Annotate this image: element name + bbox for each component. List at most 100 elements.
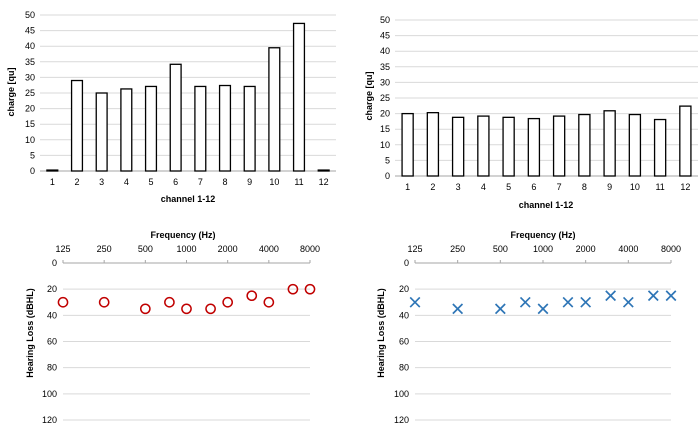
- y-tick-label: 120: [42, 415, 57, 425]
- data-point: [287, 283, 299, 295]
- data-point: [537, 303, 549, 315]
- bar-channel-7: [552, 115, 566, 177]
- x-tick-label: 4000: [618, 244, 638, 254]
- x-tick-label: 9: [607, 182, 612, 192]
- bar-channel-8: [578, 113, 591, 177]
- y-tick-label: 35: [25, 57, 35, 67]
- x-tick-label: 8000: [661, 244, 681, 254]
- x-tick-label: 6: [173, 177, 178, 187]
- data-point: [164, 296, 175, 308]
- y-tick-label: 20: [380, 109, 390, 119]
- bar-channel-8: [218, 84, 232, 172]
- y-axis-label: charge [qu]: [6, 67, 16, 116]
- y-tick-label: 25: [380, 93, 390, 103]
- data-point: [222, 296, 234, 308]
- bar-channel-1: [46, 169, 59, 172]
- bars: [401, 105, 692, 177]
- bar-channel-10: [268, 47, 281, 172]
- audiogram-left: 0 20 40 60 80 100 120 125 250 500 1000 2000 4000 8000…: [25, 230, 320, 425]
- y-axis-label: charge [qu]: [364, 71, 374, 120]
- y-gridlines: [40, 14, 336, 156]
- x-tick-label: 4000: [259, 244, 279, 254]
- data-point: [409, 296, 421, 308]
- data-points: [57, 283, 316, 315]
- data-point: [246, 290, 258, 302]
- y-gridlines: [415, 288, 671, 421]
- y-tick-label: 45: [380, 31, 390, 41]
- x-axis-label: Frequency (Hz): [150, 230, 215, 240]
- bar-channel-4: [120, 88, 133, 172]
- y-tick-label: 40: [380, 46, 390, 56]
- y-tick-label: 100: [394, 389, 409, 399]
- bar-channel-3: [451, 116, 465, 177]
- x-axis-label: Frequency (Hz): [510, 230, 575, 240]
- y-tick-label: 60: [399, 337, 409, 347]
- y-tick-label: 60: [47, 337, 57, 347]
- data-point: [605, 290, 617, 302]
- y-tick-label: 15: [25, 119, 35, 129]
- data-point: [304, 283, 316, 295]
- y-tick-label: 120: [394, 415, 409, 425]
- bar-channel-4: [477, 115, 490, 177]
- y-tick-label: 45: [25, 26, 35, 36]
- bar-channel-2: [426, 112, 440, 177]
- y-tick-label: 40: [399, 310, 409, 320]
- x-tick-label: 2000: [576, 244, 596, 254]
- y-tick-label: 20: [25, 104, 35, 114]
- y-tick-label: 0: [30, 166, 35, 176]
- y-tick-label: 5: [30, 150, 35, 160]
- x-tick-label: 4: [481, 182, 486, 192]
- y-tick-label: 40: [47, 310, 57, 320]
- bars: [46, 22, 330, 172]
- x-axis-label: channel 1-12: [161, 194, 216, 204]
- data-point: [562, 296, 574, 308]
- bar-channel-1: [401, 112, 414, 177]
- x-tick-label: 2000: [218, 244, 238, 254]
- x-tick-label: 1: [405, 182, 410, 192]
- bar-channel-5: [144, 85, 158, 172]
- y-tick-label: 80: [399, 363, 409, 373]
- audiogram-right: 0 20 40 60 80 100 120 125 250 500 1000 2000 4000 8000…: [376, 230, 681, 425]
- bar-channel-7: [194, 85, 207, 172]
- tick-labels: 0 20 40 60 80 100 120 125 250 500 1000 2000 4000 8000: [42, 244, 320, 425]
- x-tick-label: 125: [55, 244, 70, 254]
- tick-labels: 0 20 40 60 80 100 120 125 250 500 1000 2000 4000 8000: [394, 244, 681, 425]
- y-tick-label: 0: [52, 258, 57, 268]
- axes: [414, 260, 672, 264]
- data-point: [580, 296, 592, 308]
- y-axis-label: Hearing Loss (dBHL): [25, 288, 35, 378]
- x-tick-label: 250: [97, 244, 112, 254]
- x-tick-label: 7: [557, 182, 562, 192]
- x-tick-label: 8: [222, 177, 227, 187]
- x-tick-label: 3: [99, 177, 104, 187]
- y-tick-label: 35: [380, 62, 390, 72]
- y-gridlines: [63, 288, 310, 421]
- bar-channel-11: [292, 22, 306, 172]
- x-tick-label: 5: [148, 177, 153, 187]
- x-tick-label: 2: [430, 182, 435, 192]
- x-tick-label: 8: [582, 182, 587, 192]
- y-tick-label: 15: [380, 124, 390, 134]
- y-axis-label: Hearing Loss (dBHL): [376, 288, 386, 378]
- x-tick-label: 6: [531, 182, 536, 192]
- y-tick-label: 80: [47, 363, 57, 373]
- y-tick-label: 40: [25, 41, 35, 51]
- y-tick-label: 50: [380, 15, 390, 25]
- x-tick-label: 10: [630, 182, 640, 192]
- y-tick-label: 20: [47, 284, 57, 294]
- axes: [62, 260, 311, 264]
- data-point: [205, 303, 216, 315]
- y-tick-label: 50: [25, 10, 35, 20]
- y-tick-label: 25: [25, 88, 35, 98]
- y-tick-label: 30: [380, 77, 390, 87]
- x-tick-label: 1: [50, 177, 55, 187]
- y-tick-label: 0: [385, 171, 390, 181]
- bar-channel-5: [502, 116, 515, 177]
- x-tick-label: 2: [74, 177, 79, 187]
- x-tick-label: 4: [124, 177, 129, 187]
- y-tick-label: 20: [399, 284, 409, 294]
- x-tick-label: 10: [269, 177, 279, 187]
